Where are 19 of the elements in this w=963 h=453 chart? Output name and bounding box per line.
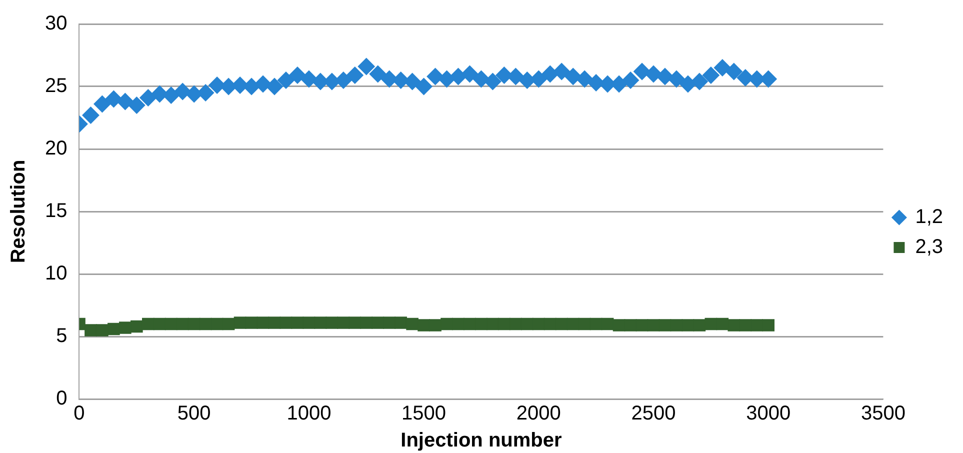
x-axis-title: Injection number <box>400 430 562 452</box>
x-tick-label: 1500 <box>402 402 446 425</box>
y-tick-label: 5 <box>56 325 68 348</box>
x-tick-label: 3000 <box>746 402 791 425</box>
y-tick-label: 0 <box>56 388 68 410</box>
x-tick-label: 500 <box>177 402 211 425</box>
x-tick-label: 3500 <box>860 402 906 425</box>
legend-label: 2,3 <box>915 236 944 258</box>
y-tick-label: 10 <box>44 262 68 285</box>
x-tick-label: 2500 <box>631 402 676 425</box>
y-tick-label: 25 <box>44 75 68 98</box>
y-tick-label: 20 <box>44 138 68 160</box>
y-axis-title: Resolution <box>8 160 30 264</box>
x-tick-label: 2000 <box>516 402 561 425</box>
y-tick-label: 30 <box>44 12 68 35</box>
y-tick-label: 15 <box>44 200 68 222</box>
x-tick-label: 1000 <box>286 402 332 425</box>
x-tick-label: 0 <box>74 402 85 425</box>
legend-label: 1,2 <box>915 206 944 228</box>
